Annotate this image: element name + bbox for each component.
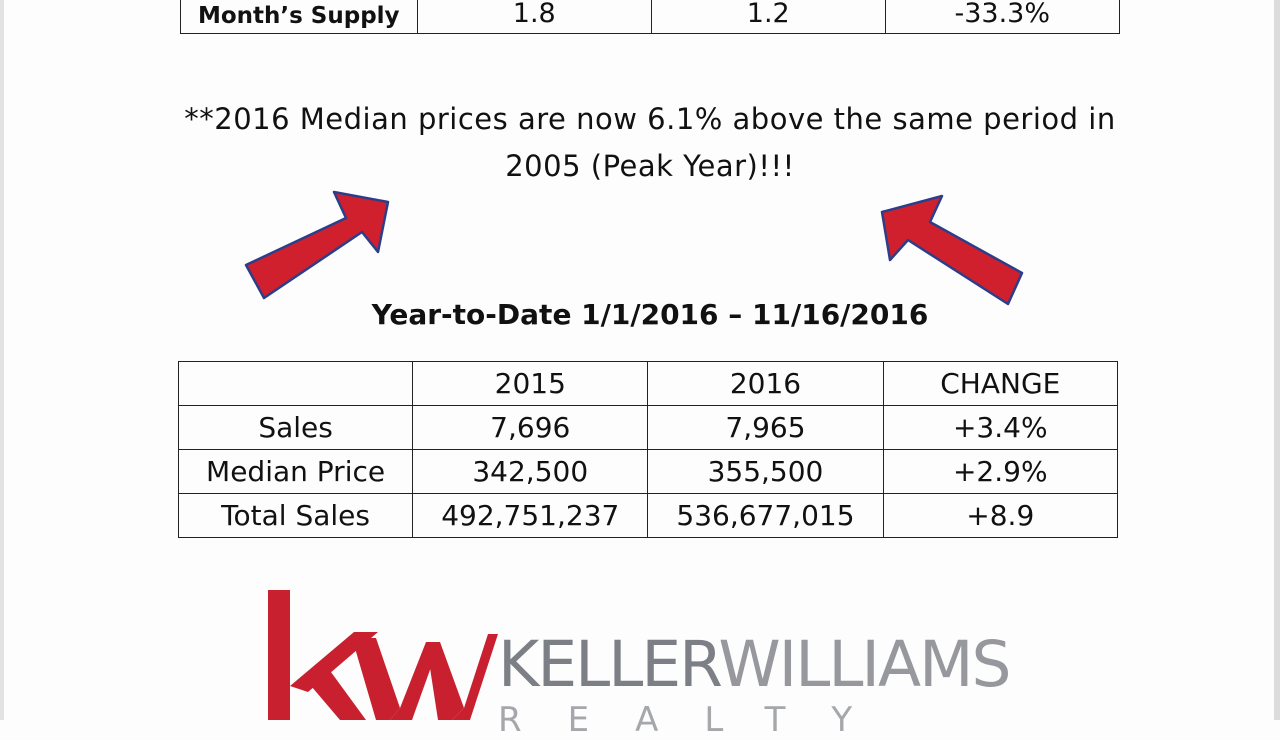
arrow-up-left-icon xyxy=(880,194,1024,306)
logo-name-williams: WILLIAMS xyxy=(718,628,1011,701)
header-cell: CHANGE xyxy=(882,361,1119,406)
header-cell: 2015 xyxy=(412,361,649,406)
ytd-title: Year-to-Date 1/1/2016 – 11/16/2016 xyxy=(371,298,929,331)
median-price-note: **2016 Median prices are now 6.1% above … xyxy=(160,96,1140,190)
table-cell: +3.4% xyxy=(882,405,1119,450)
logo-name-keller: KELLER xyxy=(498,628,720,701)
months-supply-label: Month’s Supply xyxy=(181,0,418,33)
months-supply-2015: 1.8 xyxy=(418,0,652,33)
logo-sub-realty: REALTY xyxy=(498,700,899,740)
kw-logo-icon xyxy=(268,590,498,720)
table-header-row: 2015 2016 CHANGE xyxy=(177,361,1119,406)
logo-wordmark: KELLERWILLIAMS xyxy=(498,628,1011,701)
table-row: Sales 7,696 7,965 +3.4% xyxy=(177,405,1119,450)
table-cell: 536,677,015 xyxy=(647,493,884,538)
note-line-1: **2016 Median prices are now 6.1% above … xyxy=(184,102,1116,136)
note-line-2: 2005 (Peak Year)!!! xyxy=(505,149,795,183)
row-label: Sales xyxy=(177,405,414,450)
months-supply-2016: 1.2 xyxy=(652,0,886,33)
table-cell: +2.9% xyxy=(882,449,1119,494)
page-edge-left xyxy=(0,0,4,720)
table-row: Median Price 342,500 355,500 +2.9% xyxy=(177,449,1119,494)
table-cell: 7,696 xyxy=(412,405,649,450)
ytd-table: 2015 2016 CHANGE Sales 7,696 7,965 +3.4%… xyxy=(177,361,1119,538)
arrow-up-right-icon xyxy=(244,190,390,300)
table-cell: +8.9 xyxy=(882,493,1119,538)
page-edge-right xyxy=(1274,0,1280,720)
row-label: Median Price xyxy=(177,449,414,494)
months-supply-change: -33.3% xyxy=(954,0,1050,29)
months-supply-row: Month’s Supply 1.8 1.2 -33.3% xyxy=(180,0,1120,34)
header-cell xyxy=(177,361,414,406)
table-cell: 492,751,237 xyxy=(412,493,649,538)
table-cell: 342,500 xyxy=(412,449,649,494)
table-cell: 355,500 xyxy=(647,449,884,494)
header-cell: 2016 xyxy=(647,361,884,406)
table-cell: 7,965 xyxy=(647,405,884,450)
row-label: Total Sales xyxy=(177,493,414,538)
table-row: Total Sales 492,751,237 536,677,015 +8.9 xyxy=(177,493,1119,538)
